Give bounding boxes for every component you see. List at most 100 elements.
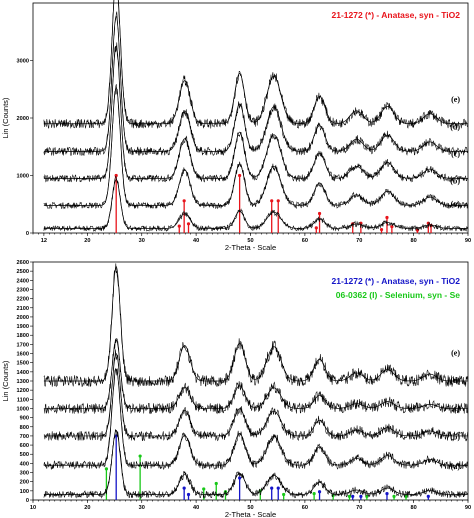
x-axis-title: 2-Theta - Scale: [225, 510, 276, 518]
y-tick-label: 1400: [17, 370, 29, 376]
reference-marker: [214, 481, 218, 486]
y-tick-label: 600: [20, 443, 29, 449]
reference-marker: [138, 454, 142, 458]
y-tick-label: 1500: [17, 361, 29, 367]
reference-marker: [347, 494, 352, 498]
y-tick-label: 0: [26, 231, 29, 237]
trace-fit: [43, 0, 468, 125]
y-tick-label: 2000: [17, 116, 29, 122]
reference-marker: [177, 224, 181, 228]
reference-marker: [238, 476, 242, 480]
bottom-xrd-chart: 10 20 30 40 50 60 70 80 900100200300400500600700…: [1, 260, 471, 518]
trace-label: (a): [451, 200, 461, 209]
x-tick-label: 12: [41, 238, 47, 244]
y-tick-label: 1300: [17, 379, 29, 385]
y-tick-label: 1600: [17, 352, 29, 358]
x-tick-label: 80: [411, 505, 417, 511]
y-tick-label: 1000: [17, 174, 29, 180]
reference-marker: [314, 226, 318, 230]
reference-marker: [104, 467, 109, 471]
trace-fit: [43, 266, 468, 382]
reference-marker: [186, 222, 191, 226]
reference-legend-label: 21-1272 (*) - Anatase, syn - TiO2: [332, 10, 461, 20]
y-tick-label: 700: [20, 434, 29, 440]
y-tick-label: 0: [26, 498, 29, 504]
reference-marker: [182, 486, 186, 490]
trace-raw: [43, 11, 468, 157]
reference-marker: [114, 173, 118, 178]
y-tick-label: 1100: [17, 397, 29, 403]
trace-fit: [43, 45, 468, 179]
x-tick-label: 90: [465, 505, 471, 511]
reference-marker: [270, 199, 274, 203]
x-tick-label: 40: [193, 238, 199, 244]
reference-marker: [270, 486, 274, 490]
y-tick-label: 400: [20, 461, 29, 467]
reference-marker: [415, 228, 420, 232]
reference-marker: [351, 494, 355, 498]
x-tick-label: 90: [465, 238, 471, 244]
trace-fit: [43, 339, 468, 409]
x-tick-label: 60: [302, 238, 308, 244]
reference-marker: [390, 225, 394, 229]
y-tick-label: 2400: [17, 278, 29, 284]
reference-marker: [385, 215, 389, 220]
y-tick-label: 300: [20, 471, 29, 477]
x-tick-label: 50: [247, 505, 253, 511]
y-tick-label: 2200: [17, 297, 29, 303]
reference-marker: [385, 491, 389, 496]
reference-marker: [379, 227, 384, 232]
reference-legend-label: 06-0362 (I) - Selenium, syn - Se: [336, 290, 461, 300]
top-xrd-chart: 12 20 30 40 50 60 70 80 90 0 1000 2000 3000 2-Theta -…: [1, 0, 471, 252]
reference-marker: [392, 494, 396, 498]
trace-fit: [43, 368, 468, 466]
trace-raw: [43, 84, 468, 210]
reference-marker: [276, 486, 280, 490]
y-tick-label: 2500: [17, 269, 29, 275]
x-tick-label: 60: [302, 505, 308, 511]
reference-marker: [276, 199, 280, 203]
y-tick-label: 1700: [17, 342, 29, 348]
x-tick-label: 20: [84, 238, 90, 244]
trace-raw: [43, 263, 468, 388]
trace-fit: [43, 15, 468, 152]
y-tick-label: 2600: [17, 260, 29, 266]
reference-marker: [359, 494, 363, 498]
trace-fit: [43, 353, 468, 437]
trace-fit: [43, 86, 468, 206]
y-tick-label: 200: [20, 480, 29, 486]
trace-label: (e): [451, 95, 460, 104]
reference-marker: [317, 211, 322, 216]
y-tick-label: 1900: [17, 324, 29, 330]
x-tick-label: 70: [356, 238, 362, 244]
y-tick-label: 900: [20, 416, 29, 422]
reference-marker: [186, 492, 191, 497]
reference-marker: [317, 490, 322, 494]
y-tick-label: 2100: [17, 306, 29, 312]
trace-label: (d): [450, 123, 460, 132]
trace-label: (b): [450, 177, 460, 186]
reference-marker: [282, 492, 286, 497]
x-tick-label: 10: [30, 505, 36, 511]
x-tick-label: 40: [193, 505, 199, 511]
y-tick-label: 800: [20, 425, 29, 431]
y-tick-label: 1000: [17, 406, 29, 412]
trace-fit: [43, 429, 468, 495]
reference-marker: [182, 199, 186, 203]
trace-raw: [43, 0, 468, 129]
x-tick-label: 30: [139, 505, 145, 511]
y-tick-label: 1800: [17, 333, 29, 339]
y-tick-label: 3000: [17, 59, 29, 65]
reference-marker: [202, 487, 206, 491]
y-tick-label: 100: [20, 489, 29, 495]
trace-fit: [43, 179, 468, 229]
x-tick-label: 80: [411, 238, 417, 244]
x-tick-label: 20: [84, 505, 90, 511]
x-axis-title: 2-Theta - Scale: [225, 243, 276, 252]
reference-marker: [426, 494, 430, 498]
trace-label: (b): [450, 433, 460, 442]
reference-legend-label: 21-1272 (*) - Anatase, syn - TiO2: [332, 276, 461, 286]
reference-marker: [238, 173, 242, 178]
reference-marker: [312, 491, 316, 496]
